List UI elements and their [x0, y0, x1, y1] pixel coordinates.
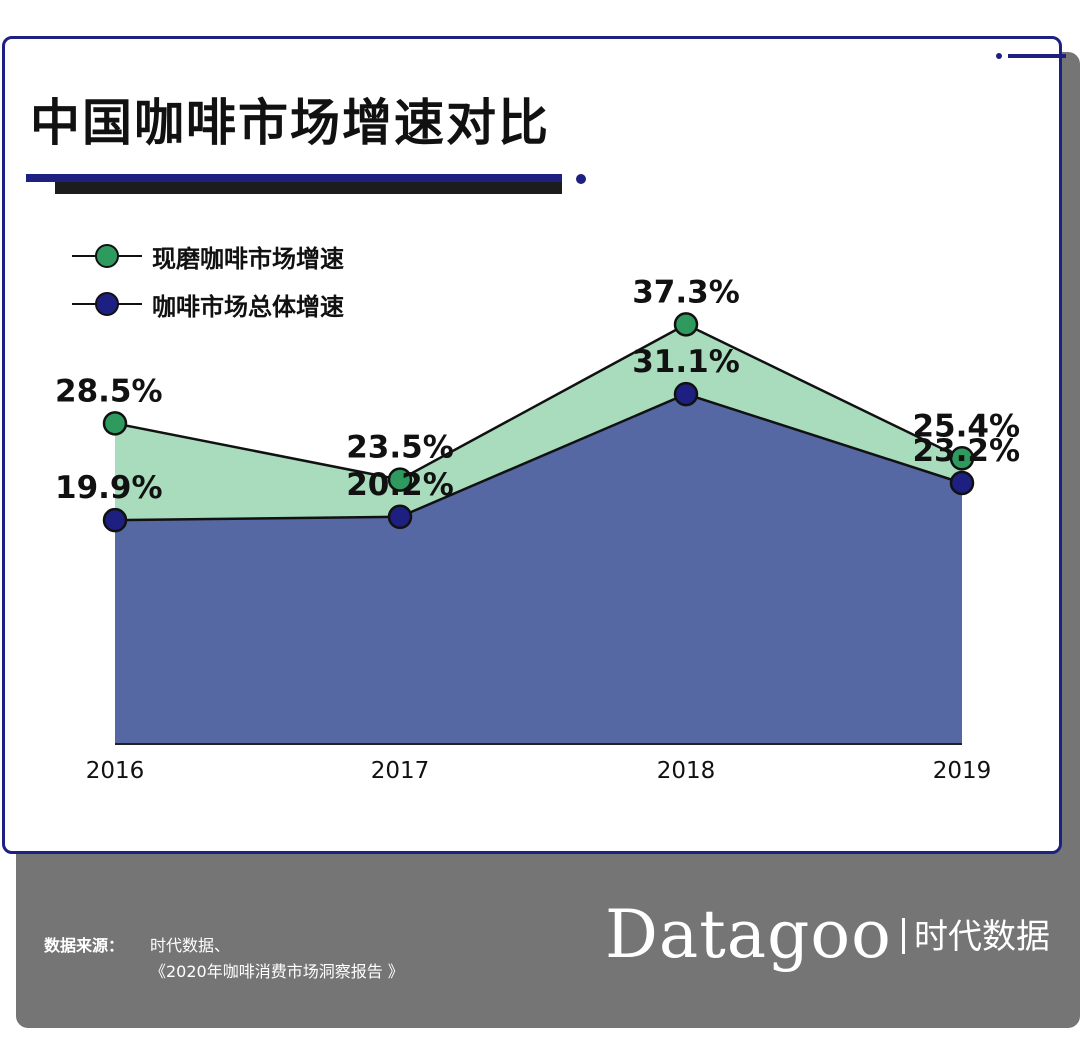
- source-text-line2: 《2020年咖啡消费市场洞察报告 》: [150, 962, 404, 981]
- data-label-s1-1: 20.2%: [346, 467, 454, 503]
- title-underline-blue: [26, 174, 562, 182]
- source-label: 数据来源：: [44, 936, 125, 955]
- brand-logo-text: Datagoo: [605, 896, 892, 973]
- series-line-1: [114, 392, 963, 522]
- data-point-s0-1: [387, 467, 413, 492]
- data-label-s0-0: 28.5%: [55, 373, 163, 409]
- chart-title: 中国咖啡市场增速对比: [30, 94, 550, 152]
- legend-label: 咖啡市场总体增速: [152, 292, 344, 321]
- source-text-line1: 时代数据、: [150, 936, 231, 955]
- brand-chinese-name: 时代数据: [914, 917, 1050, 957]
- data-point-s0-0: [102, 411, 128, 436]
- legend-marker-green: [72, 236, 146, 276]
- data-label-s1-0: 19.9%: [55, 470, 163, 506]
- area-series-1: [115, 394, 962, 744]
- title-underline-black: [55, 182, 562, 194]
- data-label-s0-1: 23.5%: [346, 430, 454, 466]
- x-tick-label: 2019: [933, 758, 992, 784]
- data-point-s0-2: [673, 312, 699, 337]
- legend-item-total-coffee: 咖啡市场总体增速: [72, 280, 344, 328]
- legend-marker-blue: [72, 284, 146, 324]
- legend-label: 现磨咖啡市场增速: [152, 244, 344, 273]
- series-line-0: [114, 322, 963, 481]
- legend-item-fresh-coffee: 现磨咖啡市场增速: [72, 232, 344, 280]
- chart-legend: 现磨咖啡市场增速 咖啡市场总体增速: [72, 232, 344, 328]
- data-label-s1-3: 23.2%: [912, 433, 1020, 469]
- data-point-s0-3: [949, 446, 975, 471]
- title-dot-decoration: [576, 174, 586, 184]
- data-point-s1-0: [102, 507, 128, 533]
- data-label-s1-2: 31.1%: [632, 344, 740, 380]
- data-point-s1-3: [949, 470, 975, 496]
- x-tick-label: 2016: [86, 758, 145, 784]
- data-label-s0-3: 25.4%: [912, 408, 1020, 444]
- data-point-s1-1: [387, 504, 413, 530]
- corner-line-decoration: [1008, 54, 1066, 58]
- x-tick-label: 2017: [371, 758, 430, 784]
- data-label-s0-2: 37.3%: [632, 274, 740, 310]
- brand-separator: [902, 918, 905, 954]
- x-tick-label: 2018: [657, 758, 716, 784]
- data-point-s1-2: [673, 381, 699, 407]
- corner-dot-decoration: [996, 53, 1002, 59]
